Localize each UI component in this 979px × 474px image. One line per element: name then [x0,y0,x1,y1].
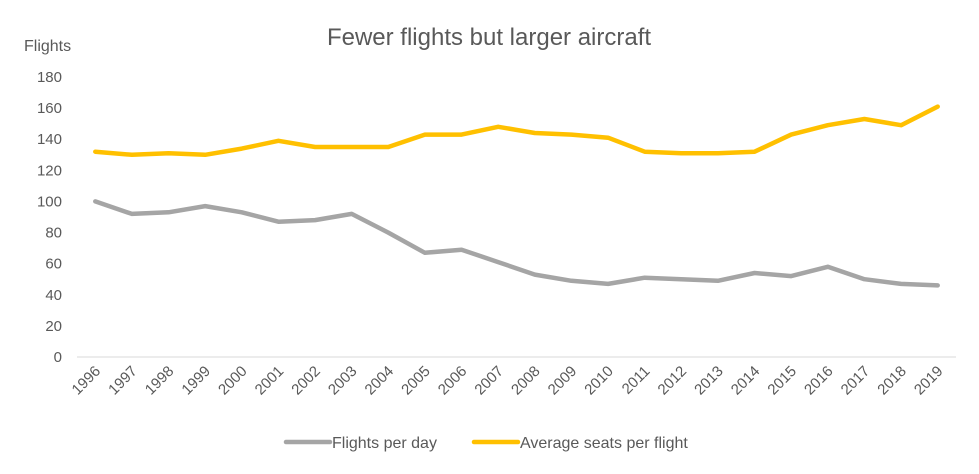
x-tick-label: 2010 [581,363,617,399]
x-tick-label: 2001 [252,363,288,399]
x-tick-label: 2015 [764,363,800,399]
x-tick-label: 2013 [691,363,727,399]
series-line-average-seats-per-flight [93,104,940,158]
x-axis: 1996 1997 1998 1999 2000 2001 2002 2003 2004 2005… [69,363,947,399]
x-tick-label: 2009 [545,363,581,399]
y-tick-label: 140 [37,131,62,148]
series-line-flights-per-day [93,199,940,288]
y-tick-label: 120 [37,162,62,179]
x-tick-label: 2000 [215,363,251,399]
y-tick-label: 40 [45,287,62,304]
x-tick-label: 1997 [105,363,141,399]
chart-title: Fewer flights but larger aircraft [327,24,651,51]
x-tick-label: 1999 [178,363,214,399]
x-tick-label: 2017 [838,363,874,399]
x-tick-label: 2014 [728,363,764,399]
y-tick-label: 60 [45,256,62,273]
x-tick-label: 2003 [325,363,361,399]
y-tick-label: 20 [45,318,62,335]
y-axis-title: Flights [24,38,71,55]
y-tick-label: 100 [37,193,62,210]
x-tick-label: 2011 [619,363,654,398]
legend-label: Average seats per flight [520,435,688,452]
x-tick-label: 2008 [508,363,544,399]
series-group [93,104,940,288]
x-tick-label: 2004 [362,363,398,399]
x-tick-label: 2016 [801,363,837,399]
y-tick-label: 0 [54,349,62,366]
x-tick-label: 2005 [398,363,434,399]
y-axis: 0 20 40 60 80 100 120 140 160 180 [37,69,62,366]
x-tick-label: 2006 [435,363,471,399]
legend: Flights per day Average seats per flight [283,435,688,452]
x-tick-label: 2002 [288,363,324,399]
y-tick-label: 160 [37,100,62,117]
x-tick-label: 2012 [655,363,691,399]
x-tick-label: 2007 [471,363,507,399]
x-tick-label: 1996 [69,363,105,399]
legend-label: Flights per day [332,435,437,452]
x-tick-label: 1998 [142,363,178,399]
x-tick-label: 2019 [911,363,947,399]
x-tick-label: 2018 [874,363,910,399]
y-tick-label: 180 [37,69,62,86]
y-tick-label: 80 [45,225,62,242]
